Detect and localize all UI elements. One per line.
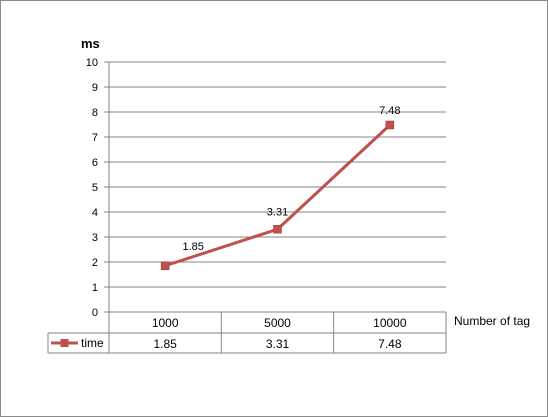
category-label: 5000	[264, 316, 291, 330]
data-table: 1000 5000 10000 1.85 3.31 7.48	[47, 311, 447, 354]
y-axis-label: ms	[81, 36, 100, 51]
table-value: 3.31	[266, 337, 290, 351]
y-tick-label: 1	[92, 282, 98, 294]
y-tick-label: 6	[92, 157, 98, 169]
y-tick-label: 3	[92, 232, 98, 244]
data-label: 3.31	[267, 206, 288, 218]
plot-series: 1.85 3.31 7.48 time	[51, 105, 401, 350]
y-tick-label: 9	[92, 82, 98, 94]
gridlines	[104, 61, 446, 313]
category-label: 1000	[152, 316, 179, 330]
y-tick-labels: 0 1 2 3 4 5 6 7 8 9 10	[86, 57, 98, 319]
legend-key-marker	[60, 339, 69, 347]
y-tick-label: 4	[92, 207, 98, 219]
y-tick-label: 5	[92, 182, 98, 194]
table-value: 7.48	[378, 337, 402, 351]
data-label: 1.85	[182, 241, 203, 253]
y-tick-label: 10	[86, 57, 98, 69]
data-point-marker	[273, 225, 282, 234]
category-label: 10000	[373, 316, 407, 330]
y-tick-label: 7	[92, 132, 98, 144]
table-value: 1.85	[153, 337, 177, 351]
y-tick-label: 2	[92, 257, 98, 269]
legend-label: time	[81, 336, 104, 350]
x-axis-label: Number of tag	[454, 314, 530, 328]
data-label: 7.48	[379, 105, 400, 117]
y-tick-label: 0	[92, 307, 98, 319]
data-point-marker	[160, 261, 170, 270]
data-point-marker	[385, 120, 395, 130]
y-tick-label: 8	[92, 107, 98, 119]
